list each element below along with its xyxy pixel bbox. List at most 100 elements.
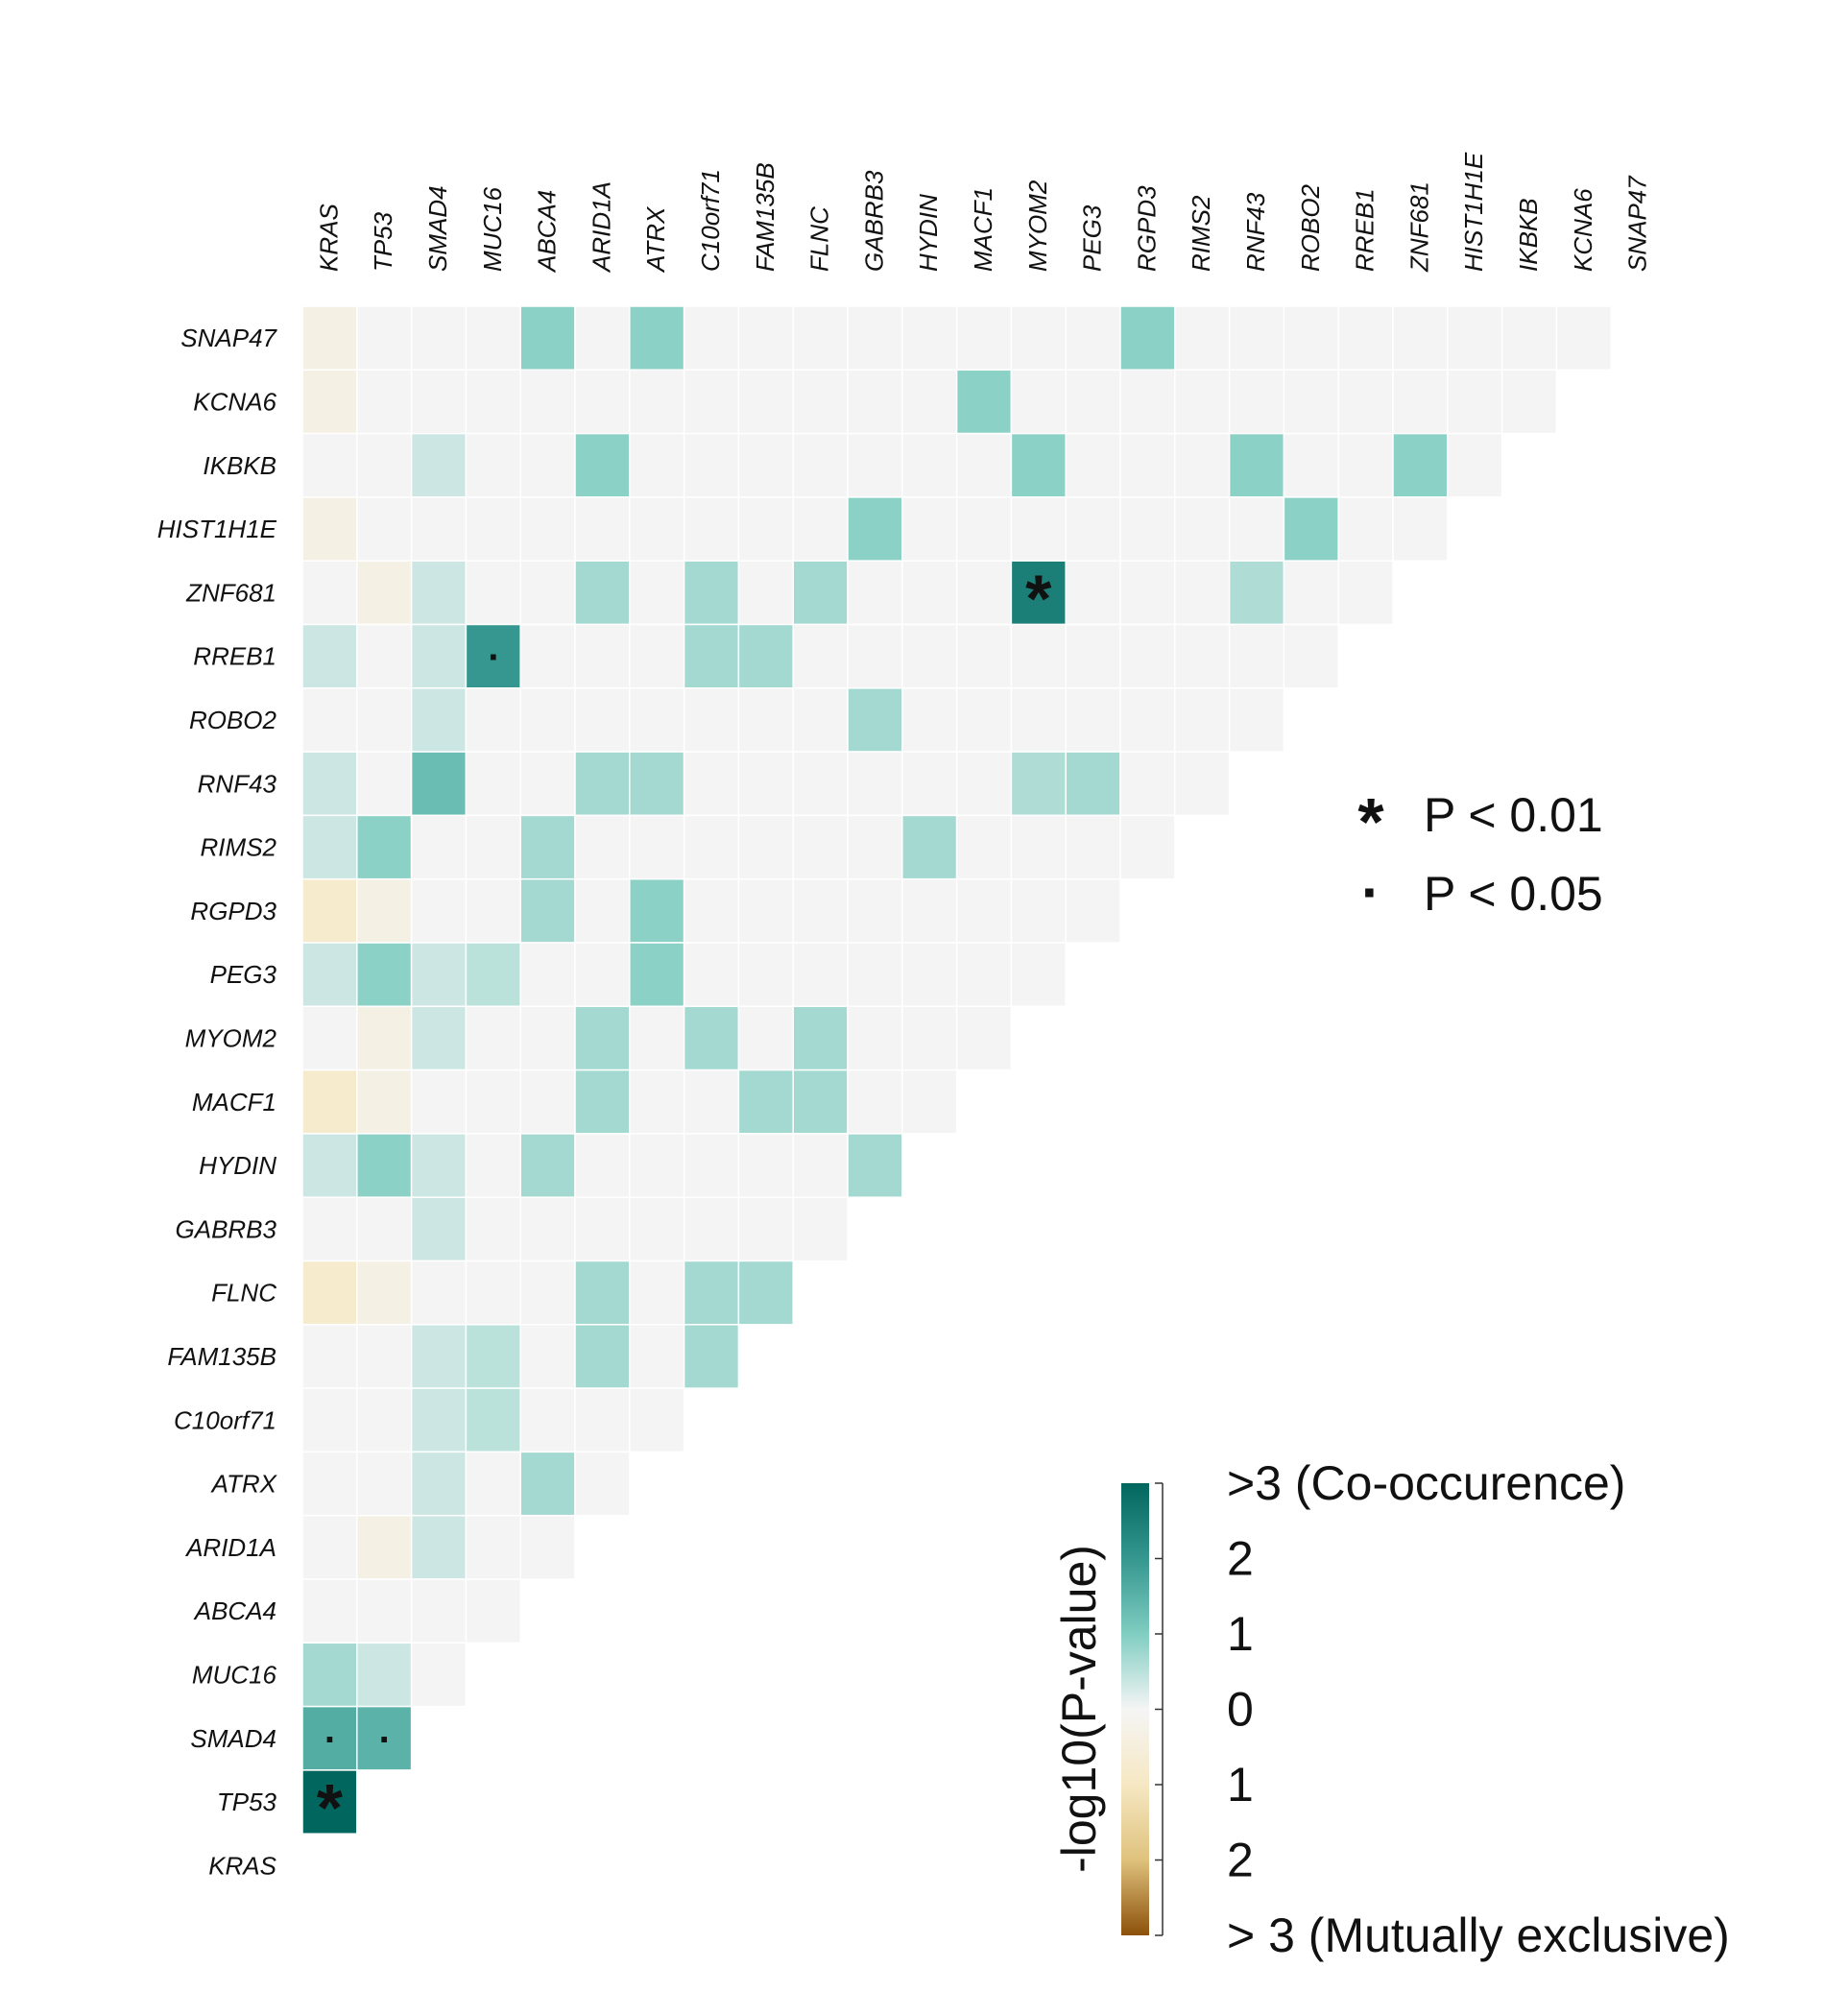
column-label-robo2: ROBO2: [1296, 183, 1325, 272]
colorbar-gradient: [1121, 1483, 1149, 1935]
cell-rgpd3-arid1a: [574, 877, 631, 944]
cell-myom2-tp53: [356, 1005, 413, 1071]
cell-c10orf71-tp53: [356, 1387, 413, 1453]
cell-arid1a-tp53: [356, 1514, 413, 1580]
cell-robo2-fam135b: [737, 687, 794, 753]
cell-ikbkb-abca4: [519, 432, 576, 498]
cell-ikbkb-rgpd3: [1119, 432, 1176, 498]
cell-atrx-smad4: [410, 1451, 468, 1517]
cell-rnf43-rgpd3: [1119, 751, 1176, 817]
cell-muc16-kras: [301, 1642, 358, 1708]
cell-kcna6-rnf43: [1228, 369, 1285, 435]
row-label-myom2: MYOM2: [185, 1023, 277, 1052]
cell-myom2-c10orf71: [683, 1005, 740, 1071]
cell-hist1h1e-smad4: [410, 496, 468, 562]
cell-arid1a-smad4: [410, 1514, 468, 1580]
cell-rgpd3-peg3: [1065, 877, 1121, 944]
cell-atrx-abca4: [519, 1451, 576, 1517]
cell-atrx-arid1a: [574, 1451, 631, 1517]
cell-robo2-atrx: [629, 687, 685, 753]
cell-snap47-muc16: [465, 305, 521, 372]
row-label-arid1a: ARID1A: [184, 1533, 276, 1562]
cell-rreb1-rgpd3: [1119, 623, 1176, 689]
cell-kcna6-peg3: [1065, 369, 1121, 435]
cell-ikbkb-peg3: [1065, 432, 1121, 498]
cell-hist1h1e-arid1a: [574, 496, 631, 562]
cell-hist1h1e-macf1: [955, 496, 1013, 562]
cell-myom2-gabrb3: [847, 1005, 903, 1071]
cell-znf681-fam135b: [737, 560, 794, 626]
sig-mark-znf681-myom2: *: [1025, 561, 1052, 636]
column-label-smad4: SMAD4: [423, 185, 452, 272]
cell-hydin-gabrb3: [847, 1133, 903, 1198]
cell-hist1h1e-hydin: [901, 496, 958, 562]
cell-fam135b-c10orf71: [683, 1324, 740, 1389]
cell-znf681-peg3: [1065, 560, 1121, 626]
cell-ikbkb-rnf43: [1228, 432, 1285, 498]
cell-robo2-macf1: [955, 687, 1013, 753]
cell-flnc-arid1a: [574, 1260, 631, 1326]
cell-rreb1-kras: [301, 623, 358, 689]
cell-robo2-gabrb3: [847, 687, 903, 753]
cell-rims2-atrx: [629, 814, 685, 880]
cell-robo2-hydin: [901, 687, 958, 753]
row-label-flnc: FLNC: [211, 1279, 276, 1308]
cell-peg3-abca4: [519, 942, 576, 1008]
cell-rims2-gabrb3: [847, 814, 903, 880]
cell-snap47-smad4: [410, 305, 468, 372]
cell-robo2-arid1a: [574, 687, 631, 753]
column-label-hydin: HYDIN: [914, 194, 943, 272]
cell-muc16-smad4: [410, 1642, 468, 1708]
cell-hydin-tp53: [356, 1133, 413, 1198]
cell-robo2-flnc: [792, 687, 849, 753]
cell-fam135b-abca4: [519, 1324, 576, 1389]
cell-rgpd3-macf1: [955, 877, 1013, 944]
cell-fam135b-muc16: [465, 1324, 521, 1389]
cell-rgpd3-kras: [301, 877, 358, 944]
cell-ikbkb-gabrb3: [847, 432, 903, 498]
cell-peg3-gabrb3: [847, 942, 903, 1008]
row-label-kras: KRAS: [208, 1851, 276, 1880]
cell-ikbkb-atrx: [629, 432, 685, 498]
cell-macf1-smad4: [410, 1068, 468, 1135]
cell-ikbkb-hist1h1e: [1447, 432, 1503, 498]
column-label-tp53: TP53: [369, 211, 397, 272]
cell-rgpd3-tp53: [356, 877, 413, 944]
cell-snap47-hist1h1e: [1447, 305, 1503, 372]
cell-rreb1-abca4: [519, 623, 576, 689]
cell-kcna6-flnc: [792, 369, 849, 435]
cell-macf1-kras: [301, 1068, 358, 1135]
cell-gabrb3-muc16: [465, 1196, 521, 1262]
cell-snap47-flnc: [792, 305, 849, 372]
cell-c10orf71-arid1a: [574, 1387, 631, 1453]
cell-robo2-rgpd3: [1119, 687, 1176, 753]
cell-peg3-atrx: [629, 942, 685, 1008]
colorbar-tick-label: 2: [1227, 1834, 1254, 1887]
cell-macf1-flnc: [792, 1068, 849, 1135]
cell-snap47-c10orf71: [683, 305, 740, 372]
column-label-fam135b: FAM135B: [751, 162, 780, 272]
cell-robo2-tp53: [356, 687, 413, 753]
cell-rreb1-tp53: [356, 623, 413, 689]
column-label-flnc: FLNC: [805, 206, 834, 272]
cell-kcna6-kras: [301, 369, 358, 435]
cell-kcna6-tp53: [356, 369, 413, 435]
cell-peg3-flnc: [792, 942, 849, 1008]
cell-znf681-smad4: [410, 560, 468, 626]
cell-robo2-peg3: [1065, 687, 1121, 753]
row-label-peg3: PEG3: [210, 960, 277, 989]
cell-myom2-flnc: [792, 1005, 849, 1071]
cell-myom2-fam135b: [737, 1005, 794, 1071]
cell-snap47-robo2: [1283, 305, 1339, 372]
cell-hydin-kras: [301, 1133, 358, 1198]
row-label-muc16: MUC16: [192, 1660, 277, 1689]
cell-rreb1-c10orf71: [683, 623, 740, 689]
cell-ikbkb-rreb1: [1337, 432, 1394, 498]
cell-rgpd3-gabrb3: [847, 877, 903, 944]
cell-fam135b-kras: [301, 1324, 358, 1389]
cell-robo2-kras: [301, 687, 358, 753]
cell-znf681-rreb1: [1337, 560, 1394, 626]
cell-hydin-fam135b: [737, 1133, 794, 1198]
cell-ikbkb-kras: [301, 432, 358, 498]
cell-znf681-tp53: [356, 560, 413, 626]
